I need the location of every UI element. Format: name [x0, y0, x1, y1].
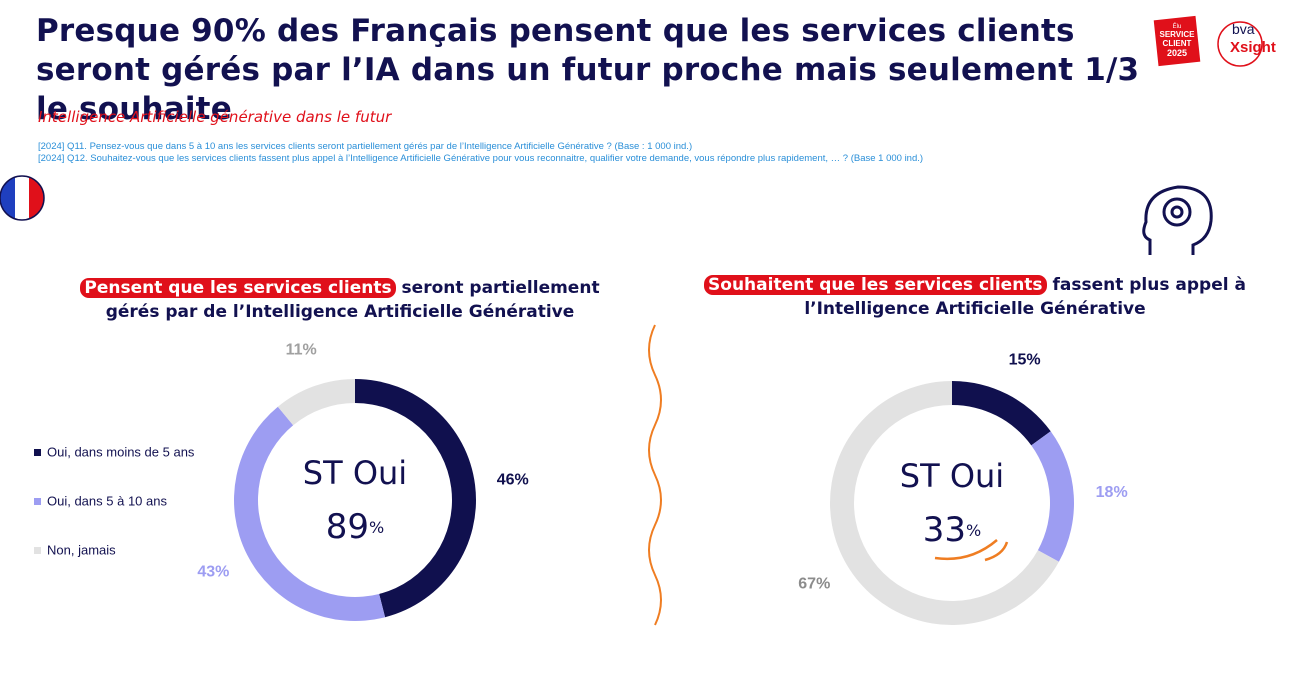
center-label: ST Oui — [303, 454, 407, 492]
brand-ring — [1217, 21, 1263, 67]
donut-segment — [234, 406, 386, 621]
legend-label: Oui, dans 5 à 10 ans — [47, 493, 167, 508]
subtitle: Intelligence Artificielle générative dan… — [38, 108, 392, 126]
title-highlight: Pensent que les services clients — [80, 278, 396, 298]
center-unit: % — [966, 521, 981, 540]
value-label: 43% — [197, 563, 229, 580]
swoosh — [934, 539, 1009, 562]
center-label: ST Oui — [900, 457, 1004, 495]
value-label: 15% — [1009, 352, 1041, 369]
logo-text: Élu — [1173, 23, 1182, 30]
value-label: 46% — [497, 471, 529, 488]
center-number: 33 — [923, 510, 966, 550]
chart-title: Pensent que les services clients seront … — [70, 277, 610, 325]
donut-segment — [952, 381, 1051, 446]
question: [2024] Q11. Pensez-vous que dans 5 à 10 … — [38, 141, 693, 152]
value-label: 67% — [798, 576, 830, 593]
legend-swatch — [34, 547, 41, 554]
brand-text: Xsight — [1230, 39, 1276, 56]
question: [2024] Q12. Souhaitez-vous que les servi… — [38, 153, 924, 164]
legend-swatch — [34, 449, 41, 456]
chart-title: Souhaitent que les services clients fass… — [695, 274, 1255, 322]
title: Presque 90% des Français pensent que les… — [36, 13, 1140, 127]
title-rest: seront partiellement gérés par de l’Inte… — [105, 278, 600, 322]
value-label: 11% — [286, 342, 317, 359]
donut-segment — [1031, 431, 1074, 562]
donut-segment — [355, 379, 476, 618]
center-number: 89 — [326, 507, 369, 547]
logo-text: CLIENT — [1163, 39, 1192, 48]
title-rest: fassent plus appel à l’Intelligence Arti… — [804, 275, 1246, 319]
center-unit: % — [369, 518, 384, 537]
ai-head-icon — [1142, 185, 1213, 255]
legend-label: Non, jamais — [47, 542, 116, 557]
center-value: 89% — [326, 507, 384, 547]
legend-swatch — [34, 498, 41, 505]
legend-label: Oui, dans moins de 5 ans — [47, 444, 195, 459]
center-value: 33% — [923, 510, 981, 550]
donut-segment — [277, 378, 355, 426]
award-logo: Élu SERVICE CLIENT 2025 — [1153, 15, 1201, 67]
value-label: 18% — [1096, 484, 1128, 501]
brand-text: bva — [1232, 21, 1255, 37]
flag — [0, 175, 45, 221]
title-highlight: Souhaitent que les services clients — [704, 275, 1047, 295]
divider — [648, 324, 662, 626]
logo-text: SERVICE — [1160, 30, 1196, 39]
logo-text: 2025 — [1167, 48, 1187, 58]
